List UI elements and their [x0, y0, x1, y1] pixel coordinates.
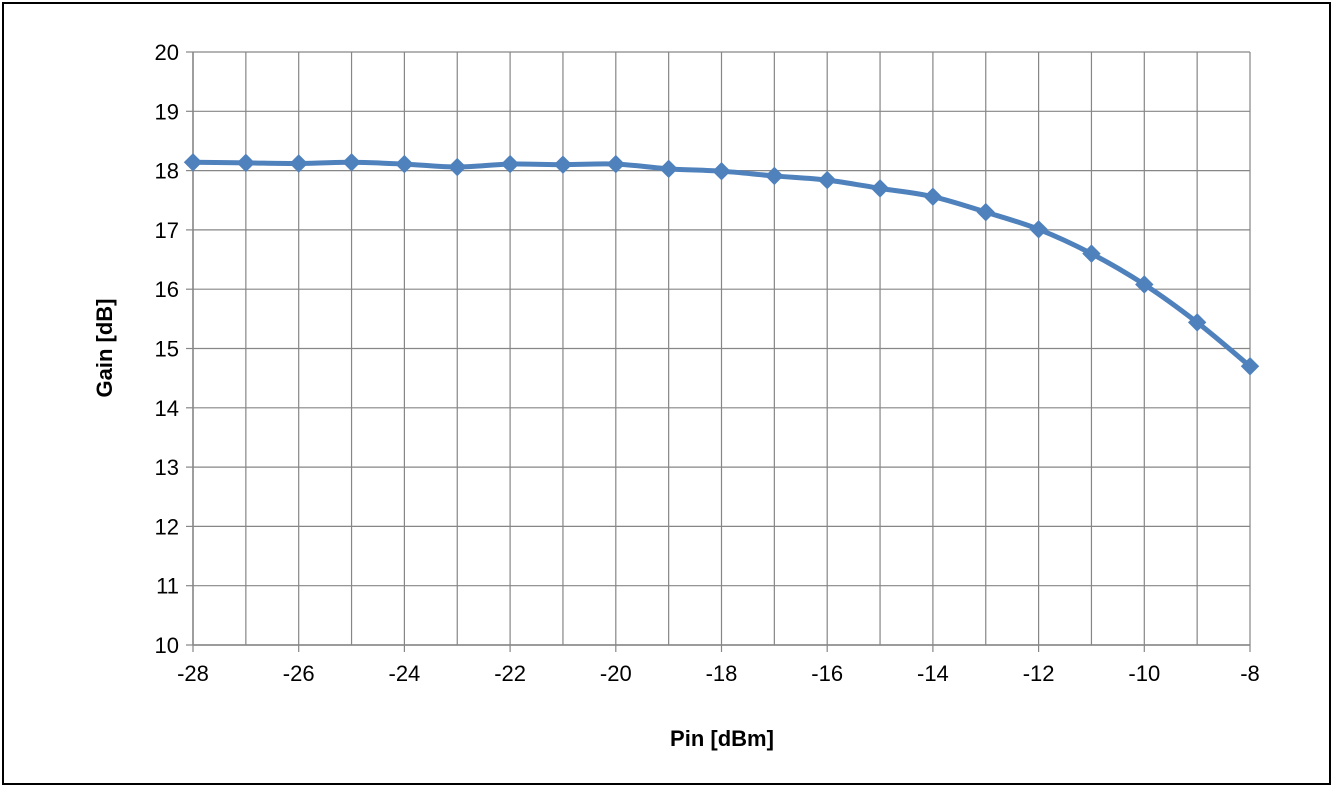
data-point [1082, 244, 1101, 263]
data-point [923, 187, 943, 206]
data-point [659, 159, 678, 179]
y-tick-label: 20 [155, 40, 179, 65]
data-point [1135, 275, 1154, 294]
data-point [342, 153, 361, 172]
series [183, 153, 1260, 376]
x-tick-label: -8 [1240, 661, 1260, 686]
y-tick-label: 11 [156, 574, 179, 599]
y-tick-label: 10 [155, 633, 179, 658]
data-point [395, 154, 414, 174]
x-tick-label: -12 [1023, 661, 1055, 686]
x-tick-label: -14 [917, 661, 949, 686]
y-tick-label: 12 [155, 514, 179, 539]
data-point [1187, 313, 1207, 332]
data-point [765, 166, 784, 186]
data-point [553, 155, 573, 174]
x-tick-label: -16 [811, 661, 843, 686]
data-point [712, 161, 731, 181]
axes [186, 51, 1251, 652]
y-tick-label: 16 [155, 277, 179, 302]
data-point [606, 154, 626, 174]
y-tick-label: 18 [155, 159, 179, 184]
grid [192, 51, 1251, 646]
y-axis-title: Gain [dB] [92, 299, 117, 398]
data-point [448, 157, 467, 177]
x-tick-labels: -28 -26 -24 -22 -20 -18 -16 -14 -12 -10 -8 [177, 661, 1260, 686]
data-point [500, 154, 520, 174]
y-tick-labels: 10 11 12 13 14 15 16 17 18 19 20 [155, 40, 179, 658]
data-point [183, 153, 203, 172]
data-point [1029, 220, 1048, 239]
data-point [236, 153, 256, 173]
y-tick-label: 15 [155, 337, 179, 362]
x-tick-label: -22 [494, 661, 526, 686]
data-point [870, 179, 890, 198]
x-axis-title: Pin [dBm] [670, 726, 774, 751]
y-tick-label: 17 [155, 218, 179, 243]
x-tick-label: -28 [177, 661, 209, 686]
data-point [817, 170, 837, 190]
x-tick-label: -20 [600, 661, 632, 686]
data-point [1240, 357, 1260, 376]
x-tick-label: -10 [1128, 661, 1160, 686]
x-tick-label: -18 [706, 661, 738, 686]
data-point [289, 154, 308, 173]
x-tick-label: -26 [283, 661, 315, 686]
x-tick-label: -24 [389, 661, 421, 686]
y-tick-label: 19 [155, 99, 179, 124]
y-tick-label: 14 [155, 396, 179, 421]
y-tick-label: 13 [155, 455, 179, 480]
data-point [976, 202, 995, 222]
